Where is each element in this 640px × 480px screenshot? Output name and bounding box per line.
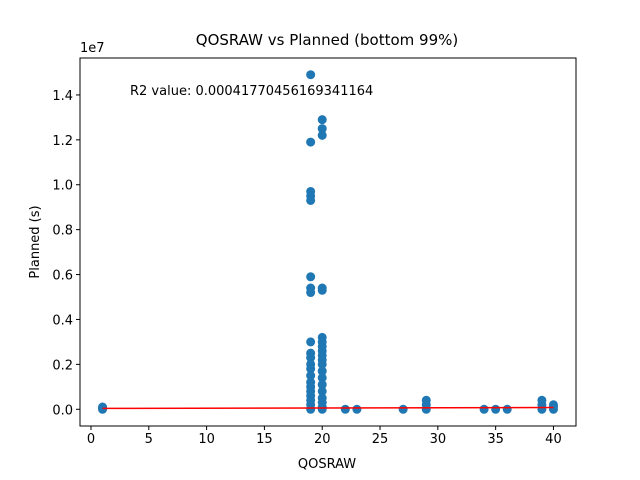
point	[491, 404, 501, 414]
y-tick-label: 1.0	[52, 179, 73, 194]
point	[306, 195, 316, 205]
point	[317, 130, 327, 140]
point	[317, 380, 327, 390]
point	[317, 386, 327, 396]
point	[306, 404, 316, 414]
point	[306, 337, 316, 347]
x-tick-label: 40	[545, 432, 562, 447]
point	[306, 70, 316, 80]
point	[317, 404, 327, 414]
point	[317, 359, 327, 369]
point	[306, 364, 316, 374]
fit-line	[102, 406, 554, 410]
x-tick-label: 20	[314, 432, 331, 447]
point	[306, 353, 316, 363]
point	[306, 371, 316, 381]
plot-frame	[79, 57, 577, 427]
x-tick-label: 25	[372, 432, 389, 447]
y-tick-label: 1.4	[52, 89, 73, 104]
point	[306, 272, 316, 282]
x-tick-label: 30	[430, 432, 447, 447]
y-axis-label: Planned (s)	[28, 205, 43, 278]
y-tick-label: 0.2	[52, 358, 73, 373]
point	[317, 373, 327, 383]
point	[317, 115, 327, 125]
point	[502, 404, 512, 414]
y-tick-label: 0.6	[52, 269, 73, 284]
point	[317, 285, 327, 295]
x-tick-label: 35	[487, 432, 504, 447]
point	[398, 404, 408, 414]
point	[306, 288, 316, 298]
y-tick-label: 0.4	[52, 313, 73, 328]
annotation: R2 value: 0.00041770456169341164	[130, 84, 373, 99]
point	[306, 137, 316, 147]
y-tick-label: 0.0	[52, 403, 73, 418]
chart-title: QOSRAW vs Planned (bottom 99%)	[196, 31, 458, 49]
point	[317, 366, 327, 376]
point	[352, 404, 362, 414]
point	[479, 404, 489, 414]
point	[537, 395, 547, 405]
x-tick-label: 0	[87, 432, 95, 447]
x-tick-label: 5	[145, 432, 153, 447]
point	[421, 395, 431, 405]
y-tick-label: 0.8	[52, 224, 73, 239]
x-tick-label: 15	[256, 432, 273, 447]
x-axis-label: QOSRAW	[298, 457, 356, 472]
point	[340, 404, 350, 414]
x-tick-label: 10	[198, 432, 215, 447]
y-offset-label: 1e7	[80, 41, 105, 56]
point	[98, 402, 108, 412]
point	[317, 124, 327, 134]
y-tick-label: 1.2	[52, 134, 73, 149]
